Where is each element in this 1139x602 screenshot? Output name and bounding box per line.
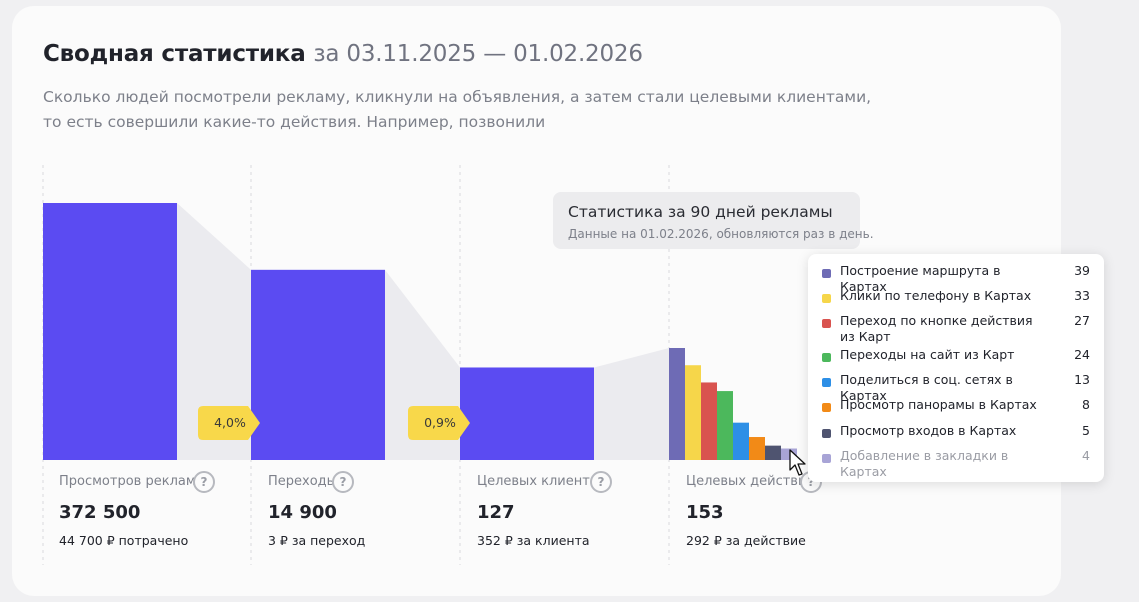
legend-label: Переходы на сайт из Карт [840, 347, 1015, 362]
badge-shape [198, 406, 260, 440]
metric-label-actions: Целевых действий [686, 474, 815, 489]
legend-swatch [822, 454, 831, 463]
legend-swatch [822, 429, 831, 438]
help-icon[interactable]: ? [590, 471, 612, 493]
description-line-1: Сколько людей посмотрели рекламу, кликну… [43, 88, 872, 106]
legend-value: 5 [1082, 423, 1090, 438]
legend-value: 33 [1074, 288, 1090, 303]
tooltip-title: Статистика за 90 дней рекламы [568, 203, 833, 221]
legend-label: Построение маршрута в Картах [840, 263, 1001, 294]
page-title: Сводная статистика за 03.11.2025 — 01.02… [43, 41, 643, 67]
description-line-2: то есть совершили какие-то действия. Нап… [43, 113, 546, 131]
action-breakdown-bar[interactable] [701, 382, 717, 460]
legend-swatch [822, 319, 831, 328]
title-main: Сводная статистика [43, 41, 306, 67]
help-icon[interactable]: ? [332, 471, 354, 493]
stats-period-tooltip: Статистика за 90 дней рекламы Данные на … [553, 192, 874, 249]
metric-label-views: Просмотров рекламы [59, 474, 206, 489]
action-breakdown-bar[interactable] [781, 448, 797, 460]
conversion-badge-views-to-clicks: 4,0% [198, 406, 262, 440]
legend-swatch [822, 378, 831, 387]
legend-swatch [822, 294, 831, 303]
metric-label-clicks: Переходы [268, 474, 337, 489]
metric-note-clicks: 3 ₽ за переход [268, 533, 366, 548]
actions-legend-popup: Построение маршрута в Картах 39 Клики по… [808, 254, 1104, 482]
legend-label: Клики по телефону в Картах [840, 288, 1032, 303]
legend-value: 24 [1074, 347, 1090, 362]
legend-label: Просмотр входов в Картах [840, 423, 1017, 438]
funnel-bar[interactable] [43, 203, 177, 460]
legend-label: Переход по кнопке действия из Карт [840, 313, 1033, 344]
metric-note-actions: 292 ₽ за действие [686, 533, 806, 548]
funnel-connector [594, 348, 669, 460]
funnel-bar[interactable] [251, 269, 385, 460]
funnel-connectors [177, 203, 669, 460]
conversion-badge-label: 0,9% [424, 415, 456, 430]
action-breakdown-bar[interactable] [717, 391, 733, 460]
funnel-bar[interactable] [460, 367, 594, 460]
funnel-connector [177, 203, 251, 460]
action-breakdown-bar[interactable] [765, 445, 781, 460]
help-icon[interactable]: ? [193, 471, 215, 493]
badge-shape [408, 406, 470, 440]
tooltip-note: Данные на 01.02.2026, обновляются раз в … [568, 227, 874, 241]
legend-swatch [822, 403, 831, 412]
legend-label: Добавление в закладки в Картах [840, 448, 1009, 479]
metric-value-actions: 153 [686, 502, 724, 523]
legend-value: 39 [1074, 263, 1090, 278]
metric-note-clients: 352 ₽ за клиента [477, 533, 590, 548]
legend-value: 27 [1074, 313, 1090, 328]
action-breakdown-bar[interactable] [669, 348, 685, 460]
metric-label-clients: Целевых клиентов [477, 474, 606, 489]
metric-value-views: 372 500 [59, 502, 141, 523]
legend-label: Поделиться в соц. сетях в Картах [840, 372, 1013, 403]
actions-breakdown-bars [669, 348, 797, 460]
action-breakdown-bar[interactable] [733, 422, 749, 460]
legend-value: 4 [1082, 448, 1090, 463]
action-breakdown-bar[interactable] [685, 365, 701, 460]
legend-value: 13 [1074, 372, 1090, 387]
title-period: за 03.11.2025 — 01.02.2026 [313, 41, 643, 67]
action-breakdown-bar[interactable] [749, 437, 765, 460]
legend-value: 8 [1082, 397, 1090, 412]
funnel-bars [43, 203, 594, 460]
legend-label: Просмотр панорамы в Картах [840, 397, 1037, 412]
legend-swatch [822, 269, 831, 278]
legend-swatch [822, 353, 831, 362]
conversion-badge-label: 4,0% [214, 415, 246, 430]
metric-value-clients: 127 [477, 502, 515, 523]
metric-note-views: 44 700 ₽ потрачено [59, 533, 189, 548]
metric-value-clicks: 14 900 [268, 502, 337, 523]
conversion-badge-clicks-to-clients: 0,9% [408, 406, 472, 440]
mouse-cursor-icon [789, 449, 806, 476]
